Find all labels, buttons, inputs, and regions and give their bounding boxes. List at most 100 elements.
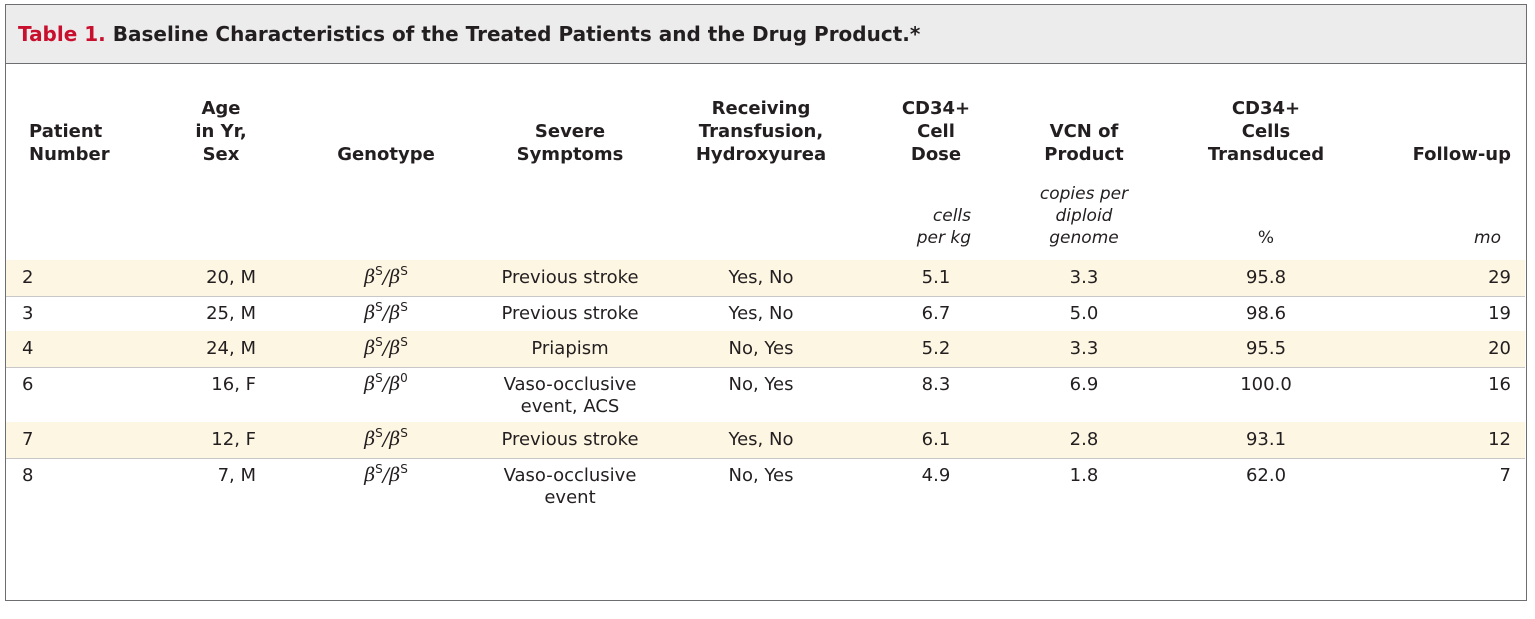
table-row: 7 12, F βS/βS Previous stroke Yes, No 6.1 2.8 9…: [6, 422, 1525, 458]
unit-followup-line1: mo: [1474, 228, 1501, 248]
cell-age-sex: 16, F: [211, 374, 256, 395]
header-vcn-line2: Product: [1044, 144, 1124, 165]
unit-dose-line1: cells: [932, 206, 971, 226]
header-age: Age in Yr, Sex: [181, 97, 261, 166]
cell-age-sex: 24, M: [206, 338, 256, 359]
cell-dose: 6.1: [921, 429, 951, 450]
table-row: 6 16, F βS/β0 Vaso-occlusive event, ACS No, …: [6, 367, 1525, 422]
cell-followup: 29: [1488, 267, 1511, 288]
header-genotype: Genotype: [321, 143, 451, 166]
table-frame: Table 1. Baseline Characteristics of the…: [5, 4, 1527, 601]
cell-patient: 6: [22, 374, 34, 395]
genotype-formula: βS/βS: [364, 300, 408, 324]
cell-vcn: 3.3: [1069, 267, 1099, 288]
header-symptoms: Severe Symptoms: [500, 120, 640, 166]
header-dose-line1: CD34+: [901, 98, 971, 119]
cell-symptoms: Vaso-occlusive event: [503, 465, 637, 508]
header-transduced-line3: Transduced: [1207, 144, 1325, 165]
cell-transduced: 95.5: [1245, 338, 1287, 359]
unit-followup: mo: [1406, 227, 1501, 249]
cell-transfusion: No, Yes: [728, 465, 794, 486]
table-row: 8 7, M βS/βS Vaso-occlusive event No, Yes 4.9…: [6, 458, 1525, 513]
header-patient: Patient Number: [29, 120, 139, 166]
cell-followup: 19: [1488, 303, 1511, 324]
table-row: 4 24, M βS/βS Priapism No, Yes 5.2 3.3 95.5 20: [6, 331, 1525, 367]
cell-followup: 20: [1488, 338, 1511, 359]
cell-age-sex: 20, M: [206, 267, 256, 288]
cell-vcn: 2.8: [1069, 429, 1099, 450]
genotype-formula: βS/βS: [364, 335, 408, 359]
unit-transduced: %: [1231, 227, 1301, 249]
cell-age-sex: 7, M: [217, 465, 256, 486]
cell-transduced: 95.8: [1245, 267, 1287, 288]
unit-vcn: copies per diploid genome: [1019, 183, 1149, 249]
header-transfusion-line3: Hydroxyurea: [695, 144, 827, 165]
header-symptoms-line2: Symptoms: [516, 144, 624, 165]
header-dose-line3: Dose: [910, 144, 962, 165]
header-transfusion: Receiving Transfusion, Hydroxyurea: [686, 97, 836, 166]
cell-followup: 7: [1499, 465, 1511, 486]
header-dose-line2: Cell: [917, 121, 955, 142]
header-symptoms-line1: Severe: [534, 121, 606, 142]
genotype-formula: βS/βS: [364, 264, 408, 288]
unit-transduced-line1: %: [1257, 228, 1275, 248]
header-transduced-line1: CD34+: [1231, 98, 1301, 119]
cell-dose: 4.9: [921, 465, 951, 486]
header-patient-line1: Patient: [29, 121, 103, 142]
cell-genotype: βS/βS: [326, 335, 446, 360]
cell-transfusion: No, Yes: [728, 374, 794, 395]
row-divider: [6, 296, 1525, 297]
header-vcn: VCN of Product: [1029, 120, 1139, 166]
cell-genotype: βS/βS: [326, 426, 446, 451]
cell-transduced: 93.1: [1245, 429, 1287, 450]
cell-symptoms: Priapism: [531, 338, 609, 359]
header-dose: CD34+ Cell Dose: [891, 97, 981, 166]
cell-age-sex: 12, F: [211, 429, 256, 450]
cell-genotype: βS/β0: [326, 371, 446, 396]
row-divider: [6, 367, 1525, 368]
cell-dose: 5.1: [921, 267, 951, 288]
cell-patient: 4: [22, 338, 34, 359]
row-divider: [6, 458, 1525, 459]
header-age-line3: Sex: [202, 144, 240, 165]
header-transduced: CD34+ Cells Transduced: [1201, 97, 1331, 166]
cell-followup: 12: [1488, 429, 1511, 450]
cell-dose: 6.7: [921, 303, 951, 324]
table-row: 3 25, M βS/βS Previous stroke Yes, No 6.7 5.0 9…: [6, 296, 1525, 331]
header-vcn-line1: VCN of: [1049, 121, 1119, 142]
cell-transfusion: Yes, No: [728, 267, 794, 288]
cell-symptoms: Previous stroke: [501, 267, 639, 288]
cell-symptoms: Previous stroke: [501, 429, 639, 450]
cell-vcn: 6.9: [1069, 374, 1099, 395]
cell-transfusion: Yes, No: [728, 303, 794, 324]
cell-genotype: βS/βS: [326, 462, 446, 487]
unit-dose: cells per kg: [881, 205, 971, 249]
genotype-formula: βS/β0: [364, 371, 408, 395]
header-age-line1: Age: [201, 98, 241, 119]
cell-patient: 7: [22, 429, 34, 450]
cell-patient: 3: [22, 303, 34, 324]
cell-genotype: βS/βS: [326, 300, 446, 325]
unit-vcn-line3: genome: [1049, 228, 1119, 248]
cell-genotype: βS/βS: [326, 264, 446, 289]
cell-symptoms: Vaso-occlusive event, ACS: [503, 374, 637, 417]
unit-vcn-line2: diploid: [1055, 206, 1113, 226]
cell-followup: 16: [1488, 374, 1511, 395]
cell-transfusion: No, Yes: [728, 338, 794, 359]
cell-vcn: 1.8: [1069, 465, 1099, 486]
header-patient-line2: Number: [29, 144, 110, 165]
header-transduced-line2: Cells: [1241, 121, 1291, 142]
header-transfusion-line1: Receiving: [711, 98, 811, 119]
cell-dose: 5.2: [921, 338, 951, 359]
genotype-formula: βS/βS: [364, 462, 408, 486]
header-genotype-line1: Genotype: [337, 144, 435, 165]
cell-transduced: 98.6: [1245, 303, 1287, 324]
cell-transfusion: Yes, No: [728, 429, 794, 450]
cell-vcn: 3.3: [1069, 338, 1099, 359]
header-transfusion-line2: Transfusion,: [698, 121, 824, 142]
cell-dose: 8.3: [921, 374, 951, 395]
cell-transduced: 100.0: [1240, 374, 1292, 395]
genotype-formula: βS/βS: [364, 426, 408, 450]
unit-vcn-line1: copies per: [1039, 184, 1129, 204]
cell-age-sex: 25, M: [206, 303, 256, 324]
